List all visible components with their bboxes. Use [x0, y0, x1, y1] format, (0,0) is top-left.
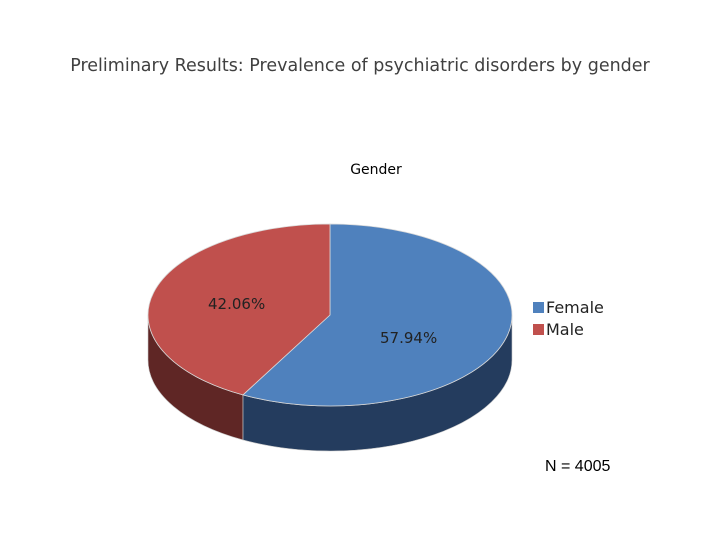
legend-label-female: Female — [546, 297, 604, 317]
legend-swatch-female — [533, 301, 544, 313]
data-label-female: 57.94% — [380, 329, 437, 347]
sample-size-label: N = 4005 — [545, 458, 611, 475]
pie-slice-male — [147, 223, 331, 396]
legend-label-male: Male — [546, 319, 584, 339]
data-label-male: 42.06% — [208, 295, 265, 313]
chart-title: Gender — [350, 162, 402, 178]
legend-swatch-male — [533, 323, 544, 335]
legend-item-female: Female — [533, 296, 604, 318]
legend: Female Male — [533, 296, 604, 340]
legend-item-male: Male — [533, 318, 604, 340]
page-title: Preliminary Results: Prevalence of psych… — [70, 56, 650, 76]
pie-slice-female — [242, 223, 513, 407]
